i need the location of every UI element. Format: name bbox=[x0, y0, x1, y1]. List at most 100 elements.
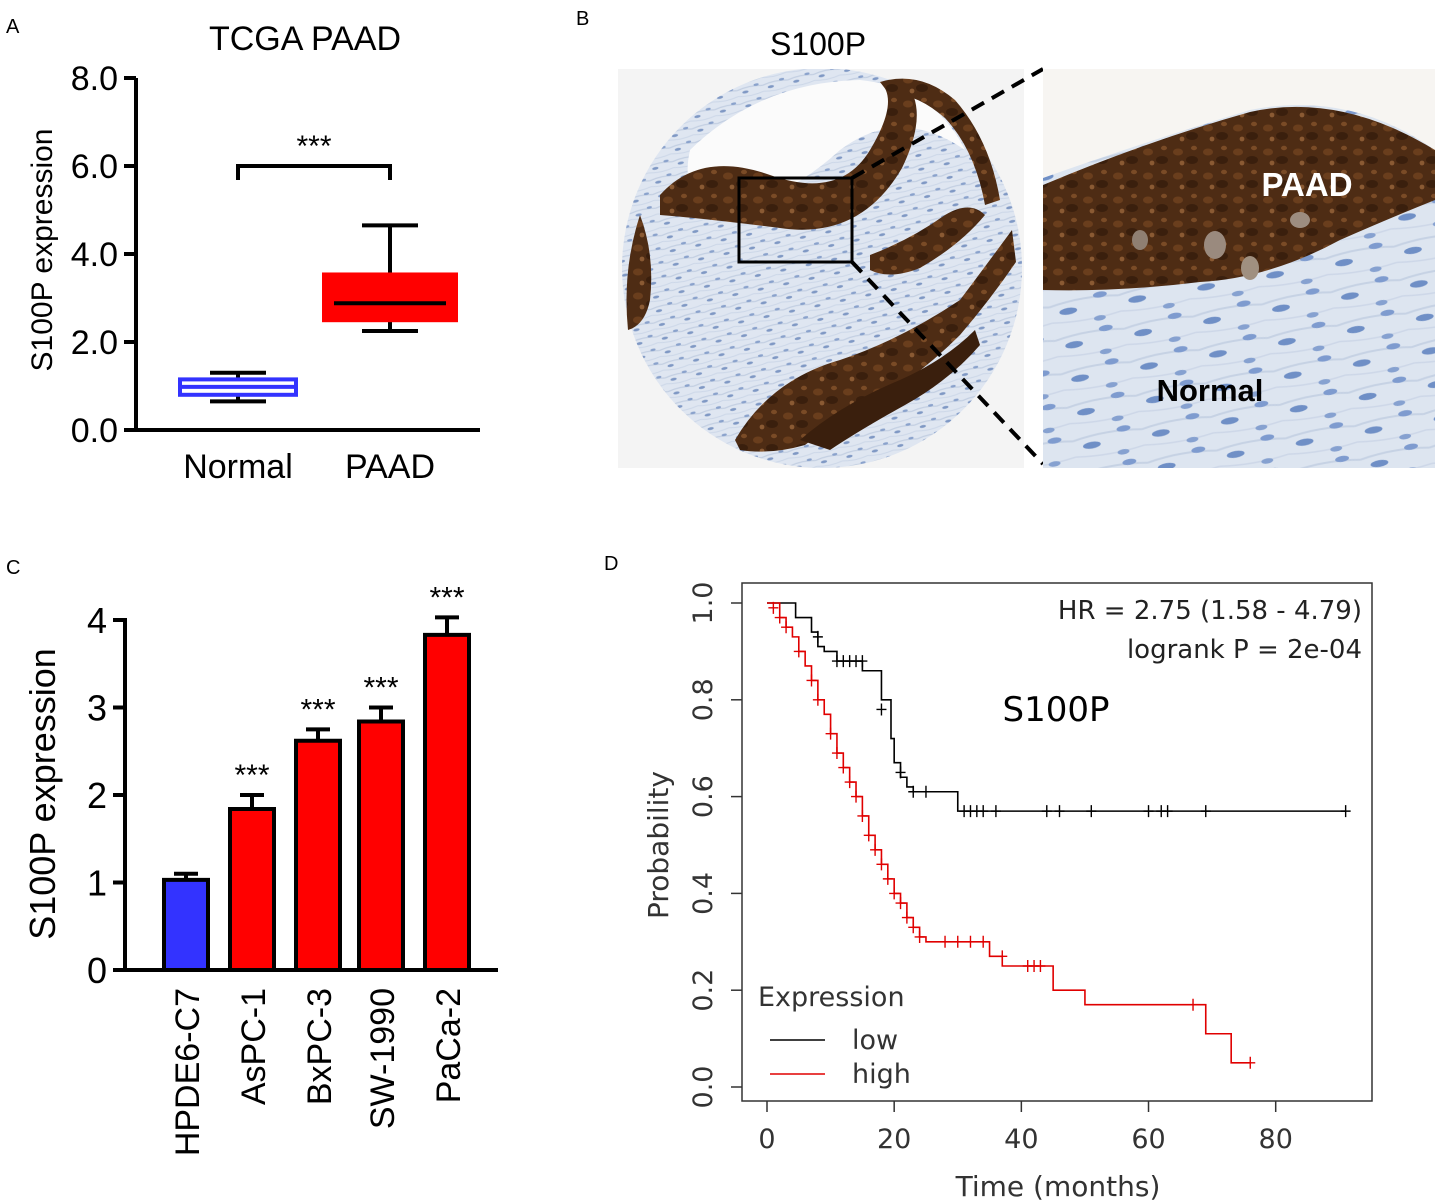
zoom-line-bottom bbox=[850, 260, 1045, 466]
panel-d-xlabel: Time (months) bbox=[955, 1170, 1161, 1202]
panel-d-censor-mark-high bbox=[870, 843, 881, 856]
panel-a-xtick-label: Normal bbox=[183, 448, 293, 486]
panel-d-censor-mark-low bbox=[1143, 805, 1154, 818]
panel-d-plot-frame bbox=[741, 582, 1373, 1102]
panel-d-xtick-label: 40 bbox=[1004, 1124, 1038, 1155]
panel-d-censor-mark-high bbox=[895, 897, 906, 910]
panel-d-ytick-label: 0.8 bbox=[688, 678, 719, 721]
panel-d-censor-mark-high bbox=[774, 611, 785, 624]
panel-d-censor-mark-high bbox=[876, 858, 887, 871]
panel-b: B S100P bbox=[576, 8, 1435, 468]
panel-d-censor-mark-low bbox=[1086, 805, 1097, 818]
panel-c-ylabel: S100P expression bbox=[22, 648, 63, 940]
panel-c-xtick-label: BxPC-3 bbox=[301, 988, 339, 1105]
zoom-nucleus bbox=[1132, 230, 1148, 250]
panel-d-ytick-label: 0.2 bbox=[688, 969, 719, 1012]
panel-d-censor-mark-high bbox=[908, 921, 919, 934]
panel-a-letter: A bbox=[6, 16, 20, 38]
panel-d-censor-mark-high bbox=[857, 809, 868, 822]
panel-c-ytick-label: 4 bbox=[87, 600, 107, 641]
panel-d-censor-mark-high bbox=[806, 674, 817, 687]
panel-d-curve-low bbox=[767, 602, 1346, 812]
panel-d-censor-mark-low bbox=[876, 703, 887, 716]
panel-a-xtick-labels: Normal PAAD bbox=[183, 448, 435, 486]
panel-b-title: S100P bbox=[770, 26, 866, 62]
panel-a-significance: *** bbox=[296, 130, 331, 163]
panel-c-xtick-labels: HPDE6-C7 AsPC-1 BxPC-3 SW-1990 PaCa-2 bbox=[169, 988, 468, 1156]
panel-d-censor-mark-high bbox=[914, 930, 925, 943]
tissue-core-image bbox=[618, 69, 1024, 468]
panel-d-censor-mark-high bbox=[844, 776, 855, 789]
panel-d-letter: D bbox=[604, 553, 618, 575]
panel-d-ytick-label: 0.6 bbox=[688, 775, 719, 818]
panel-d-censor-mark-low bbox=[857, 655, 868, 668]
panel-d-xtick-label: 60 bbox=[1131, 1124, 1165, 1155]
panel-c-bar-aspc-1 bbox=[228, 807, 276, 972]
stained-epithelium-middle bbox=[870, 207, 985, 275]
legend-title: Expression bbox=[758, 982, 905, 1013]
panel-d-censor-mark-high bbox=[812, 693, 823, 706]
panel-d-censor-mark-low bbox=[1054, 805, 1065, 818]
panel-d-censor-mark-high bbox=[882, 872, 893, 885]
panel-c-ytick-label: 2 bbox=[87, 775, 107, 816]
panel-c-significance: *** bbox=[363, 672, 398, 705]
zoom-nucleus bbox=[1290, 212, 1310, 228]
panel-a-axes: 0.0 2.0 4.0 6.0 8.0 bbox=[71, 60, 480, 450]
panel-d-axes: 0 20 40 60 80 0.0 0.2 0.4 0.6 0.8 1.0 bbox=[688, 582, 1293, 1155]
panel-a-title: TCGA PAAD bbox=[209, 20, 401, 58]
tissue-zoom-image bbox=[1043, 69, 1435, 468]
box-iqr bbox=[322, 272, 458, 323]
panel-c-ytick-label: 3 bbox=[87, 688, 107, 729]
panel-c-ytick-label: 0 bbox=[87, 950, 107, 991]
panel-d-ylabel: Probability bbox=[642, 771, 675, 919]
panel-d-ytick-label: 0.0 bbox=[688, 1066, 719, 1109]
panel-c-letter: C bbox=[6, 557, 20, 579]
panel-d-censor-mark-high bbox=[889, 887, 900, 900]
panel-c-bar-sw-1990 bbox=[357, 719, 405, 972]
panel-d-censor-mark-low bbox=[812, 630, 823, 643]
zoom-nucleus bbox=[1241, 256, 1259, 280]
panel-c-significance: *** bbox=[300, 693, 335, 726]
panel-c-xtick-label: SW-1990 bbox=[364, 988, 402, 1129]
stained-epithelium-right bbox=[880, 78, 1000, 205]
panel-d-censor-mark-high bbox=[901, 911, 912, 924]
panel-c-xtick-label: PaCa-2 bbox=[430, 988, 468, 1103]
panel-a-ylabel: S100P expression bbox=[26, 129, 59, 372]
panel-a-box-normal bbox=[178, 370, 298, 404]
panel-a-xtick-label: PAAD bbox=[345, 448, 435, 486]
panel-d-censor-mark-high bbox=[1245, 1056, 1256, 1069]
panel-d-censor-mark-low bbox=[1041, 805, 1052, 818]
panel-d-logrank-text: logrank P = 2e-04 bbox=[1127, 635, 1362, 665]
panel-d-hr-text: HR = 2.75 (1.58 - 4.79) bbox=[1058, 596, 1362, 626]
panel-c-ytick-label: 1 bbox=[87, 863, 107, 904]
panel-a-ytick-label: 8.0 bbox=[71, 60, 118, 98]
panel-d-ytick-label: 1.0 bbox=[688, 582, 719, 625]
panel-a-ytick-label: 4.0 bbox=[71, 236, 118, 274]
panel-d-censor-mark-high bbox=[851, 790, 862, 803]
panel-c: C S100P expression 0 1 2 3 4 *** *** *** *** HP… bbox=[6, 557, 498, 1156]
panel-d-censor-mark-high bbox=[997, 950, 1008, 963]
panel-d: D Probability Time (months) 0 20 40 60 80 0.0… bbox=[604, 553, 1373, 1202]
panel-b-letter: B bbox=[576, 8, 589, 30]
zoom-nucleus bbox=[1204, 231, 1226, 259]
panel-d-censor-mark-high bbox=[965, 935, 976, 948]
panel-d-censor-mark-high bbox=[838, 761, 849, 774]
panel-a-ytick-label: 0.0 bbox=[71, 412, 118, 450]
panel-a-ytick-label: 6.0 bbox=[71, 148, 118, 186]
zoom-lumen bbox=[1043, 69, 1435, 178]
label-normal: Normal bbox=[1157, 373, 1264, 408]
panel-d-censor-mark-low bbox=[990, 805, 1001, 818]
stained-epithelium-left bbox=[626, 215, 652, 330]
panel-d-censor-mark-low bbox=[1340, 805, 1351, 818]
panel-d-censor-mark-high bbox=[978, 935, 989, 948]
panel-d-censor-mark-low bbox=[1200, 805, 1211, 818]
panel-d-censor-mark-high bbox=[831, 747, 842, 760]
panel-c-significance: *** bbox=[429, 581, 464, 614]
panel-a-ytick-label: 2.0 bbox=[71, 324, 118, 362]
panel-c-bar-paca-2 bbox=[423, 632, 471, 972]
panel-d-survival-curves bbox=[767, 601, 1351, 1069]
legend-label-high: high bbox=[852, 1059, 911, 1090]
panel-d-censor-mark-high bbox=[825, 727, 836, 740]
zoom-line-top bbox=[851, 67, 1044, 180]
